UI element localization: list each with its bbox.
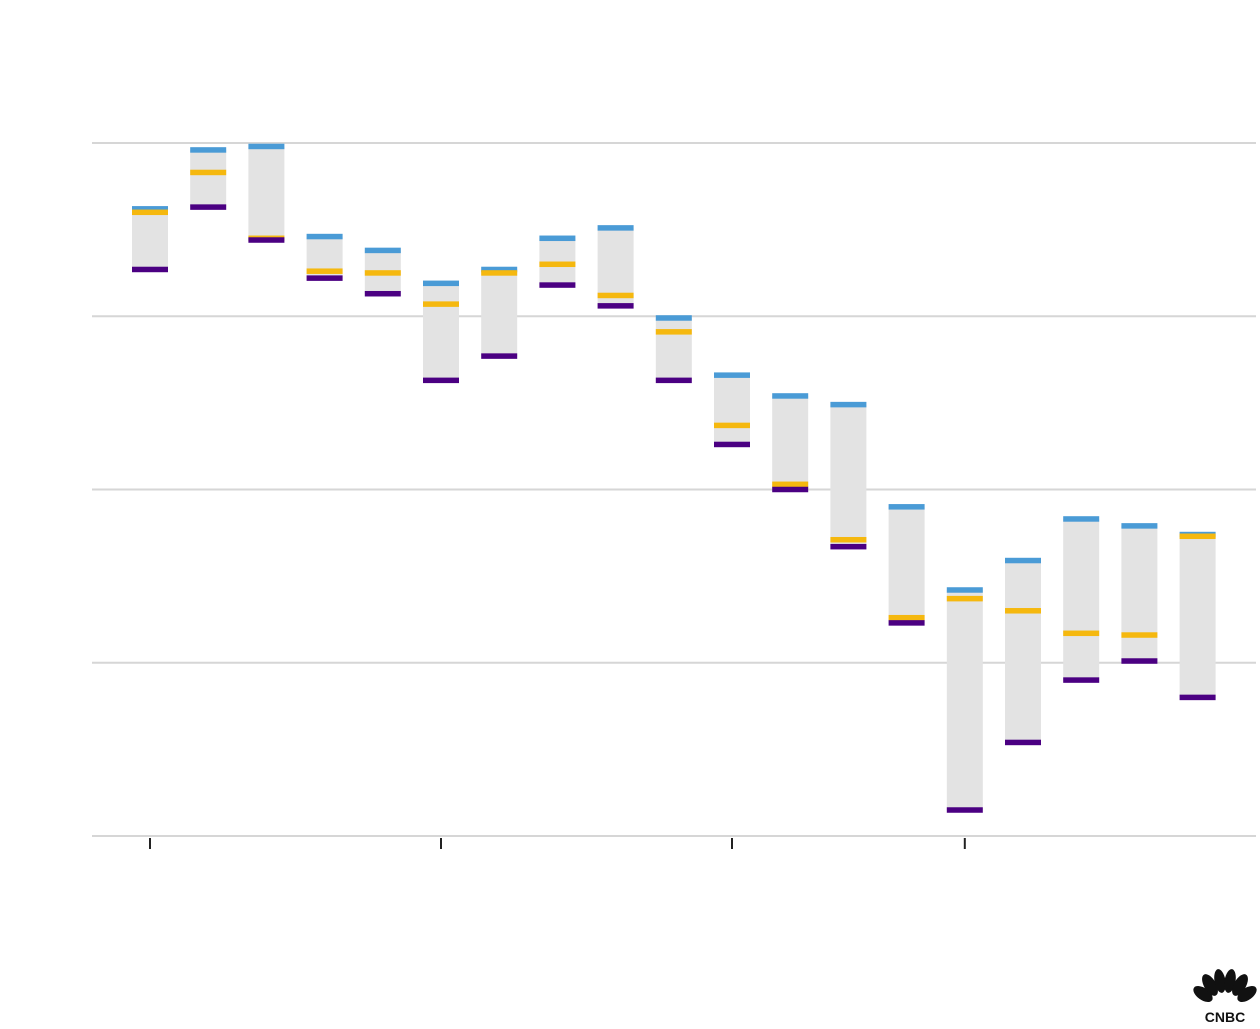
purple-marker <box>830 543 867 550</box>
purple-marker <box>306 275 343 281</box>
range-bar <box>772 395 809 490</box>
purple-marker <box>364 290 401 297</box>
yellow-marker <box>539 261 576 268</box>
purple-marker <box>772 486 809 493</box>
range-bar-group <box>364 247 401 297</box>
cnbc-logo: CNBC <box>1190 968 1260 1025</box>
purple-marker <box>888 620 925 626</box>
blue-marker <box>1005 557 1041 564</box>
range-bar-group <box>946 587 983 813</box>
range-bar-group <box>1121 523 1158 664</box>
range-bar <box>1063 518 1100 681</box>
purple-marker <box>1121 658 1158 664</box>
purple-marker <box>1063 677 1100 683</box>
range-bar-group <box>481 266 518 359</box>
purple-marker <box>539 282 576 288</box>
yellow-marker <box>132 209 168 216</box>
purple-marker <box>655 377 692 384</box>
purple-marker <box>423 377 459 384</box>
range-bar-group <box>597 225 634 309</box>
range-bar-group <box>830 401 867 550</box>
blue-marker <box>306 233 343 240</box>
purple-marker <box>1005 739 1041 746</box>
range-bar <box>946 589 983 811</box>
range-bar-group <box>1005 557 1041 746</box>
range-bar-group <box>423 280 459 384</box>
yellow-marker <box>655 329 692 335</box>
purple-marker <box>132 266 168 273</box>
yellow-marker <box>481 270 518 276</box>
range-bar <box>1121 525 1158 662</box>
range-bar <box>481 269 518 357</box>
range-bar-group <box>306 233 343 281</box>
blue-marker <box>132 206 168 212</box>
range-bar <box>655 317 692 381</box>
yellow-marker <box>1121 632 1158 638</box>
range-bar-group <box>1179 531 1216 701</box>
peacock-icon: CNBC <box>1193 969 1257 1025</box>
purple-marker <box>190 204 227 210</box>
range-bar <box>1005 560 1041 743</box>
range-bar <box>830 404 867 547</box>
yellow-marker <box>830 536 867 543</box>
range-bar-group <box>248 143 285 243</box>
range-bar <box>714 375 750 445</box>
range-bar-group <box>132 206 168 273</box>
blue-marker <box>1121 523 1158 529</box>
purple-marker <box>481 353 518 359</box>
purple-marker <box>1179 694 1216 701</box>
blue-marker <box>1063 516 1100 522</box>
blue-marker <box>481 266 518 273</box>
yellow-marker <box>190 169 227 176</box>
blue-marker <box>830 401 867 408</box>
gridlines <box>92 142 1256 837</box>
yellow-marker <box>772 481 809 488</box>
blue-marker <box>364 247 401 254</box>
range-bar <box>1179 534 1216 698</box>
purple-marker <box>946 807 983 813</box>
purple-marker <box>714 441 750 448</box>
range-bar-group <box>772 393 809 493</box>
yellow-marker <box>714 422 750 429</box>
range-bar <box>423 283 459 381</box>
blue-marker <box>597 225 634 231</box>
blue-marker <box>248 143 285 150</box>
range-bar-group <box>888 504 925 626</box>
blue-marker <box>423 280 459 287</box>
blue-marker <box>190 147 227 153</box>
yellow-marker <box>306 268 343 274</box>
yellow-marker <box>423 301 459 307</box>
blue-marker <box>539 235 576 242</box>
range-bar-group <box>539 235 576 288</box>
blue-marker <box>946 587 983 593</box>
range-bar-group <box>1063 516 1100 683</box>
yellow-marker <box>1005 608 1041 614</box>
range-bars <box>132 143 1216 813</box>
x-axis-ticks <box>149 838 966 849</box>
range-bar-group <box>714 372 750 448</box>
yellow-marker <box>1179 533 1216 540</box>
logo-wordmark: CNBC <box>1205 1009 1245 1024</box>
yellow-marker <box>364 270 401 276</box>
blue-marker <box>772 393 809 399</box>
range-bar <box>248 146 285 241</box>
yellow-marker <box>1063 630 1100 637</box>
blue-marker <box>655 315 692 321</box>
yellow-marker <box>888 614 925 621</box>
yellow-marker <box>597 292 634 299</box>
range-bar <box>888 506 925 623</box>
range-bar <box>132 208 168 270</box>
blue-marker <box>888 504 925 510</box>
blue-marker <box>714 372 750 378</box>
purple-marker <box>248 237 285 243</box>
range-bar-group <box>655 315 692 384</box>
range-bar-group <box>190 147 227 210</box>
range-bar <box>190 149 227 208</box>
yellow-marker <box>946 595 983 602</box>
purple-marker <box>597 303 634 309</box>
